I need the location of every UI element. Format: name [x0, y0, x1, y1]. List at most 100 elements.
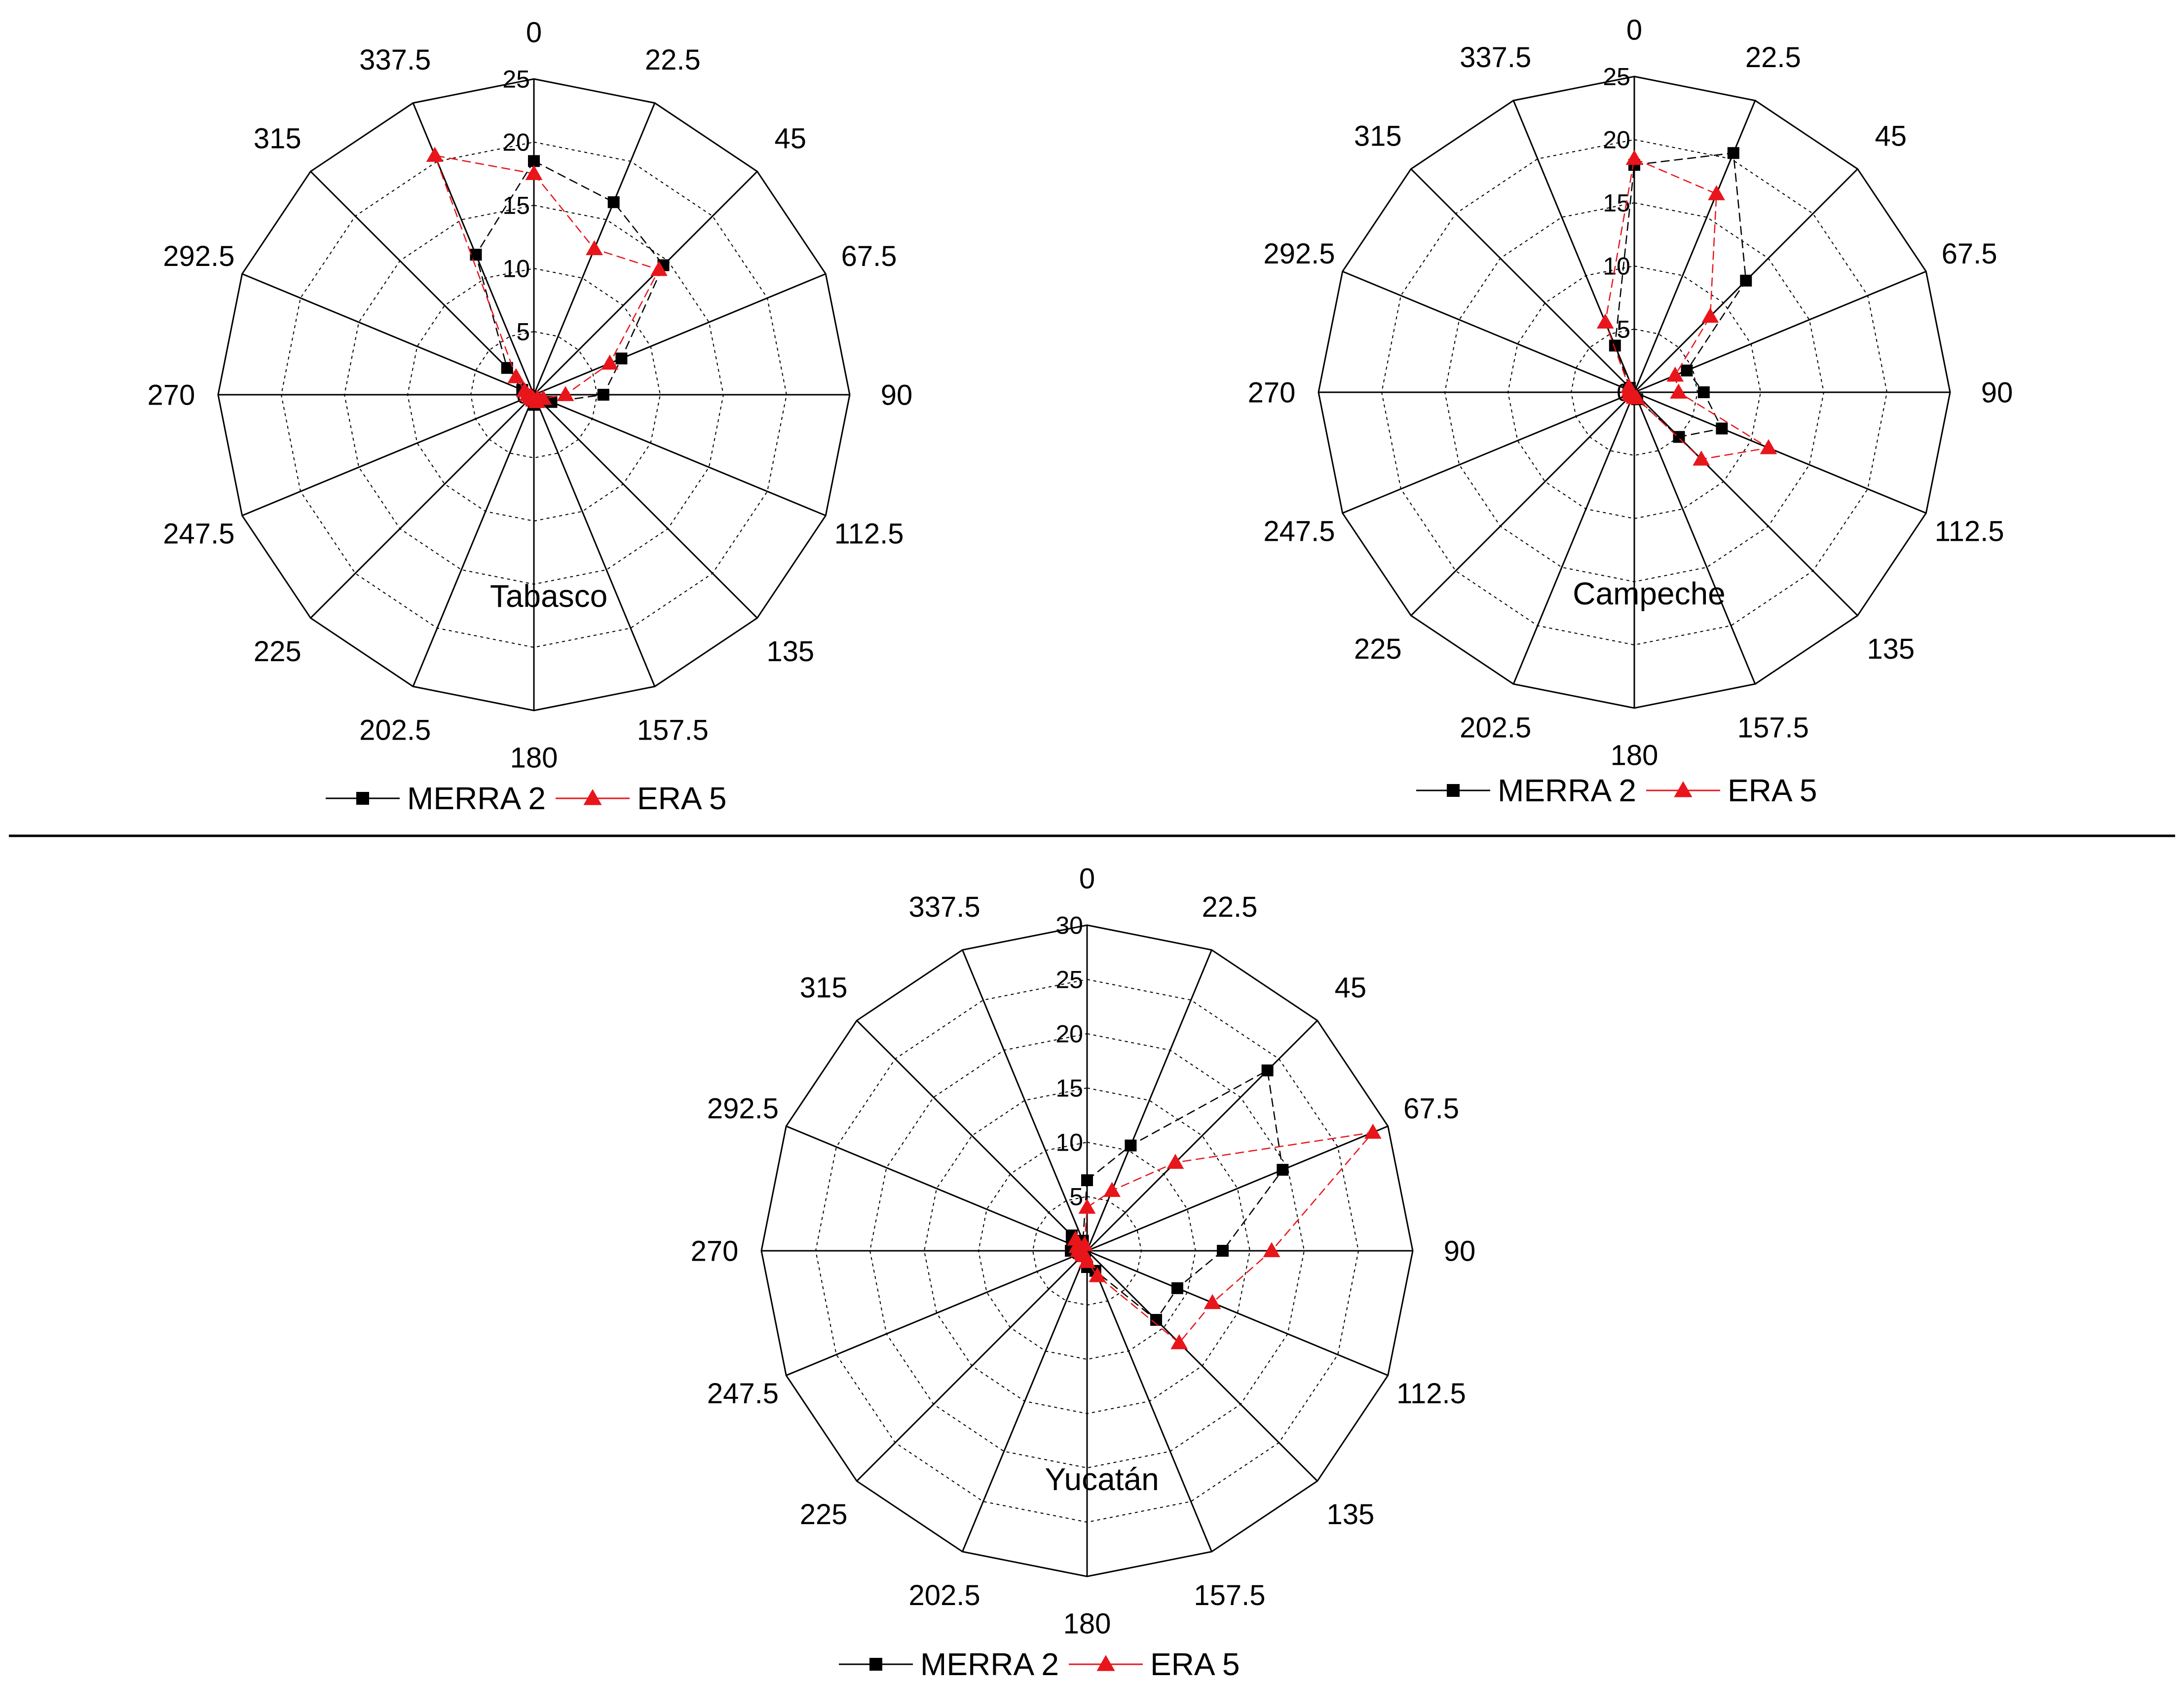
legend-label-merra-2: MERRA 2 [1498, 773, 1636, 808]
point-era-5-0 [525, 165, 543, 180]
direction-label-90: 90 [881, 379, 913, 411]
point-merra-2-337-5 [470, 249, 482, 261]
direction-label-292-5: 292.5 [163, 240, 234, 272]
direction-label-292-5: 292.5 [1263, 238, 1335, 270]
point-era-5-45 [1167, 1154, 1184, 1169]
direction-label-202-5: 202.5 [1460, 711, 1531, 744]
legend: MERRA 2 ERA 5 [839, 1647, 1240, 1682]
spoke-247-5 [786, 1250, 1088, 1376]
chart-title: Campeche [1573, 576, 1726, 611]
spoke-315 [856, 1020, 1088, 1252]
spoke-135 [533, 394, 758, 619]
point-era-5-112-5 [1760, 439, 1777, 454]
direction-label-112-5: 112.5 [1396, 1378, 1466, 1410]
radial-tick-20: 20 [1603, 126, 1630, 154]
point-merra-2-67-5 [1681, 364, 1693, 376]
legend-label-era-5: ERA 5 [1150, 1647, 1240, 1682]
point-merra-2-45 [1740, 274, 1752, 287]
direction-label-270: 270 [1248, 376, 1296, 409]
legend-label-era-5: ERA 5 [637, 781, 726, 816]
direction-label-112-5: 112.5 [834, 518, 904, 550]
direction-label-225: 225 [254, 636, 301, 668]
point-era-5-67-5 [1364, 1123, 1382, 1139]
spoke-135 [1086, 1250, 1318, 1482]
charts-layer: 0 22.5 45 67.5 90 112.5 135 157.5 180 202.5 225 247… [148, 14, 2013, 1682]
legend-marker-merra-2 [1447, 784, 1460, 797]
point-era-5-315 [507, 368, 525, 383]
direction-label-90: 90 [1981, 376, 2013, 409]
series-era-5 [426, 147, 668, 409]
radial-tick-25: 25 [1055, 966, 1083, 994]
direction-label-45: 45 [774, 123, 806, 155]
point-era-5-90 [1263, 1242, 1280, 1257]
radial-tick-20: 20 [1055, 1020, 1083, 1048]
legend-marker-era-5 [583, 789, 602, 805]
direction-label-315: 315 [254, 123, 301, 155]
radar-chart-yucat-n: 0 22.5 45 67.5 90 112.5 135 157.5 180 202.5 225 247… [691, 862, 1476, 1682]
grid-ring-10 [407, 267, 661, 522]
point-era-5-22-5 [586, 240, 603, 256]
spoke-157-5 [1633, 392, 1756, 684]
radial-tick-20: 20 [502, 129, 530, 156]
direction-label-202-5: 202.5 [908, 1579, 980, 1611]
spoke-45 [1086, 1020, 1318, 1252]
point-merra-2-45 [1261, 1064, 1274, 1077]
direction-label-180: 180 [510, 742, 558, 774]
radial-tick-10: 10 [502, 255, 530, 283]
direction-label-157-5: 157.5 [1194, 1579, 1265, 1611]
direction-label-270: 270 [691, 1235, 739, 1267]
point-era-5-0 [1625, 150, 1643, 165]
point-era-5-22-5 [1708, 185, 1725, 200]
direction-label-0: 0 [1079, 862, 1095, 895]
spoke-337-5 [962, 949, 1088, 1251]
grid-ring-5 [470, 331, 598, 459]
direction-label-292-5: 292.5 [707, 1092, 779, 1124]
point-merra-2-90 [597, 389, 609, 401]
legend-marker-era-5 [1674, 781, 1693, 797]
grid-ring-5 [1570, 328, 1698, 456]
point-era-5-315 [1620, 378, 1638, 393]
direction-label-90: 90 [1444, 1235, 1476, 1267]
spoke-112-5 [1087, 1250, 1389, 1376]
grid-ring-10 [1507, 265, 1762, 520]
direction-label-112-5: 112.5 [1935, 516, 2004, 548]
spoke-225 [856, 1250, 1088, 1482]
radial-tick-5: 5 [516, 318, 530, 346]
legend-label-merra-2: MERRA 2 [920, 1647, 1059, 1682]
spoke-202-5 [1512, 392, 1635, 684]
legend-marker-era-5 [1096, 1655, 1115, 1671]
chart-title: Tabasco [490, 578, 607, 614]
direction-label-315: 315 [1354, 120, 1402, 152]
point-era-5-67-5 [601, 354, 619, 370]
direction-label-337-5: 337.5 [359, 44, 431, 76]
point-era-5-90 [557, 386, 574, 401]
grid-ring-20 [869, 1033, 1305, 1469]
point-era-5-67-5 [1666, 367, 1684, 382]
point-era-5-45 [1701, 307, 1719, 323]
point-era-5-135 [1170, 1334, 1188, 1349]
legend-marker-merra-2 [356, 792, 369, 805]
spoke-45 [533, 171, 758, 396]
legend-marker-merra-2 [869, 1658, 882, 1671]
point-merra-2-112-5 [1716, 422, 1728, 435]
direction-label-67-5: 67.5 [1403, 1092, 1459, 1124]
legend: MERRA 2 ERA 5 [326, 781, 726, 816]
spoke-22-5 [1086, 949, 1212, 1251]
grid-ring-10 [978, 1141, 1197, 1360]
spoke-315 [310, 171, 535, 396]
point-merra-2-0 [1081, 1174, 1093, 1186]
point-merra-2-67-5 [615, 352, 628, 365]
radar-chart-campeche: 0 22.5 45 67.5 90 112.5 135 157.5 180 202.5 225 247… [1248, 14, 2013, 808]
radial-tick-15: 15 [1603, 189, 1630, 217]
legend: MERRA 2 ERA 5 [1416, 773, 1817, 808]
radial-tick-15: 15 [1055, 1075, 1083, 1102]
direction-label-157-5: 157.5 [637, 714, 709, 746]
direction-label-202-5: 202.5 [359, 714, 431, 746]
spoke-157-5 [533, 394, 656, 687]
point-merra-2-22-5 [1727, 147, 1739, 159]
point-era-5-45 [650, 261, 668, 276]
radial-tick-25: 25 [502, 66, 530, 93]
spoke-112-5 [1634, 391, 1926, 514]
direction-label-22-5: 22.5 [1202, 891, 1257, 923]
